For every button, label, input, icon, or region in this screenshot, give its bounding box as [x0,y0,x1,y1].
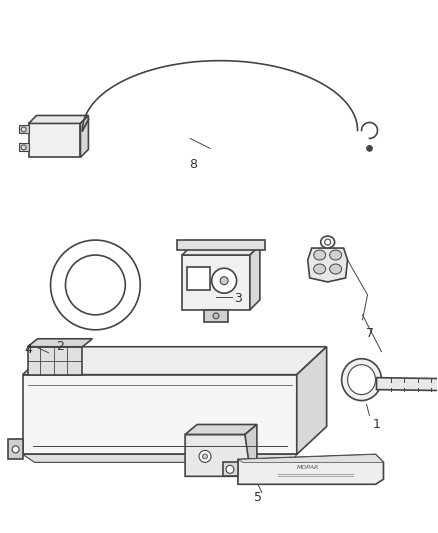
Ellipse shape [66,255,125,315]
Polygon shape [185,434,250,477]
Text: 5: 5 [254,491,262,504]
Polygon shape [23,375,297,455]
Text: 4: 4 [25,343,32,356]
Polygon shape [238,455,384,484]
Polygon shape [182,255,250,310]
Ellipse shape [330,264,342,274]
Polygon shape [185,424,257,434]
Ellipse shape [21,127,26,132]
Polygon shape [308,248,348,282]
Text: 7: 7 [366,327,374,340]
Ellipse shape [342,359,381,401]
Polygon shape [238,455,384,462]
Ellipse shape [314,250,326,260]
Polygon shape [19,143,28,151]
Polygon shape [81,116,88,157]
Ellipse shape [220,277,228,285]
Polygon shape [28,347,82,375]
Text: 3: 3 [234,293,242,305]
Polygon shape [8,439,23,459]
Ellipse shape [348,365,375,394]
Polygon shape [28,339,92,347]
Polygon shape [23,347,327,375]
Text: 1: 1 [373,417,381,431]
Polygon shape [28,116,88,124]
Text: 8: 8 [189,158,197,171]
Polygon shape [377,378,438,391]
Ellipse shape [21,145,26,150]
Text: MOPAR: MOPAR [297,465,319,470]
Polygon shape [177,240,265,250]
Ellipse shape [325,239,331,245]
Ellipse shape [314,264,326,274]
Polygon shape [182,245,260,255]
Ellipse shape [330,250,342,260]
Text: 2: 2 [57,340,64,353]
Polygon shape [19,125,28,133]
Ellipse shape [202,454,208,459]
Polygon shape [297,347,327,455]
Polygon shape [204,310,228,322]
Polygon shape [250,245,260,310]
Polygon shape [245,424,257,470]
Ellipse shape [50,240,140,330]
Polygon shape [28,124,81,157]
Ellipse shape [212,268,237,293]
Ellipse shape [199,450,211,462]
Ellipse shape [367,146,372,151]
Polygon shape [23,455,297,462]
Polygon shape [223,462,238,477]
Polygon shape [187,267,210,290]
Ellipse shape [226,465,234,473]
Ellipse shape [12,446,19,453]
Ellipse shape [321,236,335,248]
Ellipse shape [213,313,219,319]
